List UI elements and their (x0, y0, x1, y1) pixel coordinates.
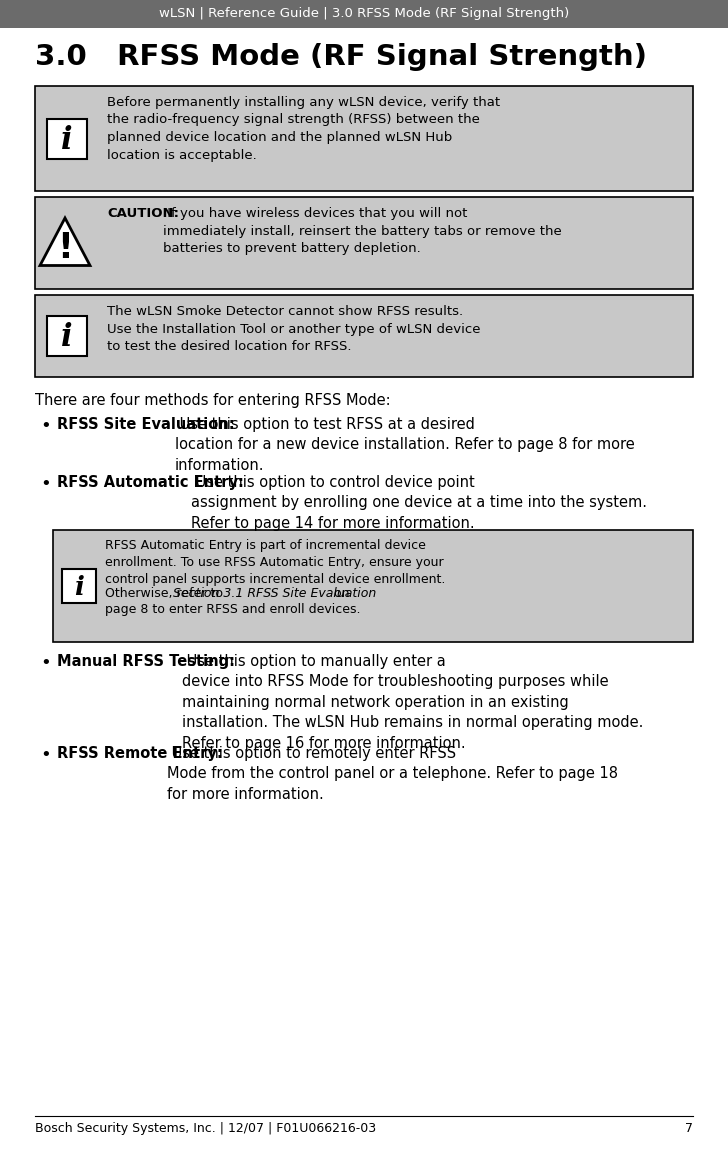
Polygon shape (40, 218, 90, 265)
Text: Use this option to manually enter a
device into RFSS Mode for troubleshooting pu: Use this option to manually enter a devi… (182, 654, 644, 750)
Text: RFSS Automatic Entry:: RFSS Automatic Entry: (57, 475, 244, 490)
Text: CAUTION:: CAUTION: (107, 207, 179, 220)
Text: RFSS Remote Entry:: RFSS Remote Entry: (57, 745, 223, 760)
Text: Otherwise, refer to: Otherwise, refer to (105, 587, 227, 600)
Text: The wLSN Smoke Detector cannot show RFSS results.
Use the Installation Tool or a: The wLSN Smoke Detector cannot show RFSS… (107, 305, 480, 353)
Text: Use this option to remotely enter RFSS
Mode from the control panel or a telephon: Use this option to remotely enter RFSS M… (167, 745, 618, 802)
Text: page 8 to enter RFSS and enroll devices.: page 8 to enter RFSS and enroll devices. (105, 602, 360, 616)
Bar (35, 87, 693, 192)
Text: 3.0   RFSS Mode (RF Signal Strength): 3.0 RFSS Mode (RF Signal Strength) (35, 43, 647, 72)
Bar (35, 295, 693, 377)
Text: RFSS Automatic Entry is part of incremental device
enrollment. To use RFSS Autom: RFSS Automatic Entry is part of incremen… (105, 539, 446, 586)
Text: Use this option to test RFSS at a desired
location for a new device installation: Use this option to test RFSS at a desire… (175, 417, 635, 473)
Text: Bosch Security Systems, Inc. | 12/07 | F01U066216-03: Bosch Security Systems, Inc. | 12/07 | F… (35, 1122, 376, 1136)
Text: !: ! (57, 231, 73, 265)
Text: i: i (74, 575, 84, 600)
Text: •: • (40, 475, 51, 493)
Text: •: • (40, 745, 51, 764)
Text: Section 3.1 RFSS Site Evaluation: Section 3.1 RFSS Site Evaluation (173, 587, 376, 600)
Text: If you have wireless devices that you will not
immediately install, reinsert the: If you have wireless devices that you wi… (163, 207, 562, 255)
Bar (35, 197, 693, 288)
Text: Before permanently installing any wLSN device, verify that
the radio-frequency s: Before permanently installing any wLSN d… (107, 96, 500, 162)
Bar (62, 569, 96, 604)
Text: Manual RFSS Testing:: Manual RFSS Testing: (57, 654, 235, 669)
Bar (53, 530, 693, 642)
Text: on: on (330, 587, 349, 600)
Bar (47, 316, 87, 355)
Text: There are four methods for entering RFSS Mode:: There are four methods for entering RFSS… (35, 394, 391, 409)
Text: i: i (61, 322, 73, 353)
Bar (0, 0, 728, 28)
Text: RFSS Site Evaluation:: RFSS Site Evaluation: (57, 417, 234, 432)
Bar (47, 119, 87, 158)
Text: i: i (61, 125, 73, 156)
Text: •: • (40, 654, 51, 672)
Text: wLSN | Reference Guide | 3.0 RFSS Mode (RF Signal Strength): wLSN | Reference Guide | 3.0 RFSS Mode (… (159, 7, 569, 21)
Text: Use this option to control device point
assignment by enrolling one device at a : Use this option to control device point … (191, 475, 647, 531)
Text: 7: 7 (685, 1122, 693, 1136)
Text: •: • (40, 417, 51, 435)
